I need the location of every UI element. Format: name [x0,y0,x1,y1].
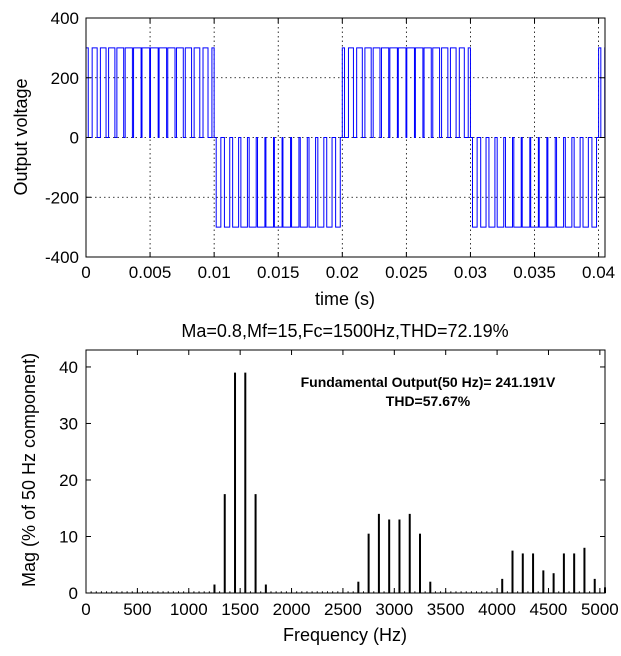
spectrum-title: Ma=0.8,Mf=15,Fc=1500Hz,THD=72.19% [181,321,508,341]
spectrum-y-tick-label: 30 [59,414,78,433]
voltage-x-tick-label: 0.005 [129,263,172,282]
voltage-y-tick-label: -400 [45,248,79,267]
spectrum-y-tick-label: 20 [59,471,78,490]
spectrum-x-tick-label: 1000 [170,600,208,619]
spectrum-x-tick-label: 2500 [324,600,362,619]
voltage-y-tick-label: 400 [51,9,79,28]
voltage-x-tick-label: 0.04 [582,263,615,282]
voltage-x-tick-label: 0.035 [513,263,556,282]
spectrum-plot-area [86,350,605,593]
fundamental-output-annotation: Fundamental Output(50 Hz)= 241.191V [301,374,556,390]
spectrum-x-tick-label: 3500 [427,600,465,619]
spectrum-x-tick-label: 500 [123,600,151,619]
voltage-y-tick-label: -200 [45,188,79,207]
spectrum-plot: Ma=0.8,Mf=15,Fc=1500Hz,THD=72.19% 0 500 10… [19,321,619,645]
voltage-x-axis-label: time (s) [315,289,375,309]
spectrum-y-axis-label: Mag (% of 50 Hz component) [19,353,39,587]
spectrum-x-tick-label: 4000 [478,600,516,619]
spectrum-y-tick-label: 40 [59,358,78,377]
voltage-x-tick-label: 0.025 [385,263,428,282]
thd-annotation: THD=57.67% [386,393,471,409]
spectrum-x-tick-label: 5000 [581,600,619,619]
voltage-ticks: 0 0.005 0.01 0.015 0.02 0.025 0.03 0.035 0.04 -40… [45,9,615,282]
spectrum-x-tick-label: 2000 [273,600,311,619]
spectrum-x-tick-label: 4500 [530,600,568,619]
spectrum-x-tick-label: 3000 [375,600,413,619]
voltage-y-tick-label: 0 [70,129,79,148]
voltage-x-tick-label: 0.02 [326,263,359,282]
voltage-x-tick-label: 0.015 [257,263,300,282]
voltage-waveform [85,47,606,228]
spectrum-x-tick-label: 1500 [221,600,259,619]
spectrum-plot-frame [85,349,606,594]
voltage-plot: 0 0.005 0.01 0.015 0.02 0.025 0.03 0.035 0.04 -40… [11,9,615,309]
voltage-x-tick-label: 0.03 [454,263,487,282]
spectrum-x-axis-label: Frequency (Hz) [283,625,407,645]
spectrum-y-tick-label: 10 [59,527,78,546]
voltage-y-axis-label: Output voltage [11,78,31,195]
voltage-x-tick-label: 0.01 [198,263,231,282]
spectrum-x-tick-label: 0 [81,600,90,619]
voltage-y-tick-label: 200 [51,69,79,88]
voltage-x-tick-label: 0 [81,263,90,282]
spectrum-ticks: 0 500 1000 1500 2000 2500 3000 3500 4000 4500 5000… [59,350,619,619]
spectrum-y-tick-label: 0 [69,584,78,603]
voltage-grid [86,18,605,257]
